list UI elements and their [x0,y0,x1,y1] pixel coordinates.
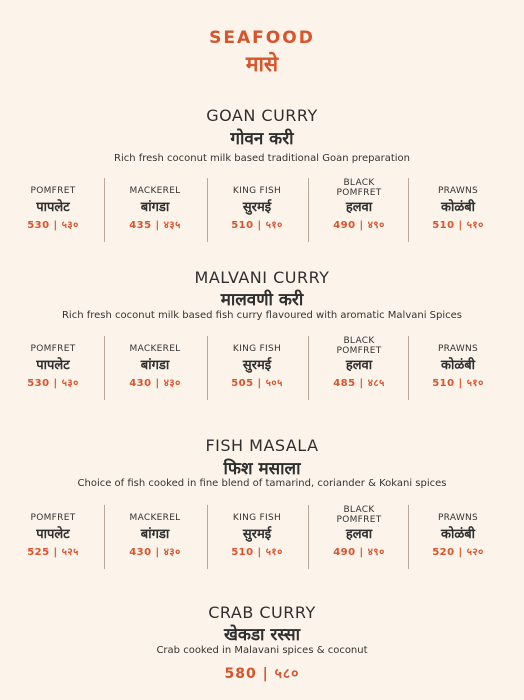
item-name-mr: बांगडा [140,358,170,373]
menu-item-prawns: PRAWNS कोळंबी 510 | ५१० [408,336,508,406]
dish-title-malvani-curry: MALVANI CURRY [194,268,330,287]
section-subtitle: मासे [245,52,279,76]
item-name-mr: सुरमई [242,200,272,215]
item-name-en: KING FISH [232,513,282,523]
column-divider [408,178,409,242]
menu-item-mackerel: MACKEREL बांगडा 430 | ४३० [105,505,205,575]
item-price: 510 | ५१० [432,220,484,231]
column-divider [104,336,105,400]
item-name-en: KING FISH [232,344,282,354]
column-divider [104,505,105,569]
menu-item-king-fish: KING FISH सुरमई 505 | ५०५ [207,336,307,406]
item-price: 430 | ४३० [129,378,181,389]
item-name-mr: पापलेट [36,527,70,542]
item-name-en: BLACK POMFRET [336,505,382,525]
item-name-mr: कोळंबी [440,527,476,542]
dish-title-mr-crab-curry: खेकडा रस्सा [223,625,300,645]
item-name-mr: बांगडा [140,200,170,215]
item-name-en: POMFRET [30,344,76,354]
menu-item-prawns: PRAWNS कोळंबी 520 | ५२० [408,505,508,575]
dish-desc-goan-curry: Rich fresh coconut milk based traditiona… [114,153,410,164]
item-name-en: PRAWNS [437,513,479,523]
menu-item-pomfret: POMFRET पापलेट 530 | ५३० [3,178,103,248]
column-divider [308,505,309,569]
item-name-mr: हलवा [345,527,373,542]
menu-item-mackerel: MACKEREL बांगडा 430 | ४३० [105,336,205,406]
item-name-en: PRAWNS [437,186,479,196]
item-name-en: MACKEREL [129,186,181,196]
column-divider [104,178,105,242]
section-title: SEAFOOD [209,28,315,48]
column-divider [308,336,309,400]
column-divider [207,178,208,242]
item-name-mr: बांगडा [140,527,170,542]
crab-curry-price: 580 | ५८० [224,666,300,682]
dish-title-mr-goan-curry: गोवन करी [230,129,294,149]
item-price: 530 | ५३० [27,378,79,389]
item-name-mr: सुरमई [242,358,272,373]
column-divider [308,178,309,242]
item-name-mr: कोळंबी [440,200,476,215]
dish-desc-malvani-curry: Rich fresh coconut milk based fish curry… [61,310,463,321]
column-divider [408,336,409,400]
item-price: 435 | ४३५ [129,220,181,231]
item-name-mr: हलवा [345,358,373,373]
item-name-en: BLACK POMFRET [336,178,382,198]
menu-item-king-fish: KING FISH सुरमई 510 | ५१० [207,505,307,575]
item-name-en: POMFRET [30,513,76,523]
dish-title-mr-fish-masala: फिश मसाला [223,459,301,479]
column-divider [408,505,409,569]
menu-item-pomfret: POMFRET पापलेट 530 | ५३० [3,336,103,406]
dish-desc-crab-curry: Crab cooked in Malavani spices & coconut [156,645,368,656]
item-name-en: POMFRET [30,186,76,196]
item-price: 525 | ५२५ [27,547,79,558]
item-price: 510 | ५१० [231,547,283,558]
item-name-mr: हलवा [345,200,373,215]
item-name-mr: पापलेट [36,200,70,215]
dish-desc-fish-masala: Choice of fish cooked in fine blend of t… [77,478,447,489]
item-price: 490 | ४९० [333,547,385,558]
dish-title-goan-curry: GOAN CURRY [206,106,318,125]
column-divider [207,505,208,569]
menu-item-king-fish: KING FISH सुरमई 510 | ५१० [207,178,307,248]
item-price: 490 | ४९० [333,220,385,231]
item-price: 485 | ४८५ [333,378,385,389]
item-name-mr: कोळंबी [440,358,476,373]
column-divider [207,336,208,400]
menu-item-black-pomfret: BLACK POMFRET हलवा 490 | ४९० [309,178,409,248]
dish-title-crab-curry: CRAB CURRY [208,603,316,622]
item-price: 510 | ५१० [432,378,484,389]
item-name-en: KING FISH [232,186,282,196]
item-price: 430 | ४३० [129,547,181,558]
menu-item-black-pomfret: BLACK POMFRET हलवा 490 | ४९० [309,505,409,575]
item-price: 520 | ५२० [432,547,484,558]
item-name-en: BLACK POMFRET [336,336,382,356]
item-name-en: MACKEREL [129,344,181,354]
dish-title-fish-masala: FISH MASALA [205,436,319,455]
menu-item-prawns: PRAWNS कोळंबी 510 | ५१० [408,178,508,248]
item-price: 530 | ५३० [27,220,79,231]
item-name-en: MACKEREL [129,513,181,523]
item-name-mr: पापलेट [36,358,70,373]
menu-item-pomfret: POMFRET पापलेट 525 | ५२५ [3,505,103,575]
menu-item-black-pomfret: BLACK POMFRET हलवा 485 | ४८५ [309,336,409,406]
menu-item-mackerel: MACKEREL बांगडा 435 | ४३५ [105,178,205,248]
dish-title-mr-malvani-curry: मालवणी करी [220,290,304,310]
item-name-en: PRAWNS [437,344,479,354]
item-price: 505 | ५०५ [231,378,283,389]
price-row-goan-curry: POMFRET पापलेट 530 | ५३० MACKEREL बांगडा… [0,178,524,248]
item-price: 510 | ५१० [231,220,283,231]
price-row-fish-masala: POMFRET पापलेट 525 | ५२५ MACKEREL बांगडा… [0,505,524,575]
item-name-mr: सुरमई [242,527,272,542]
price-row-malvani-curry: POMFRET पापलेट 530 | ५३० MACKEREL बांगडा… [0,336,524,406]
